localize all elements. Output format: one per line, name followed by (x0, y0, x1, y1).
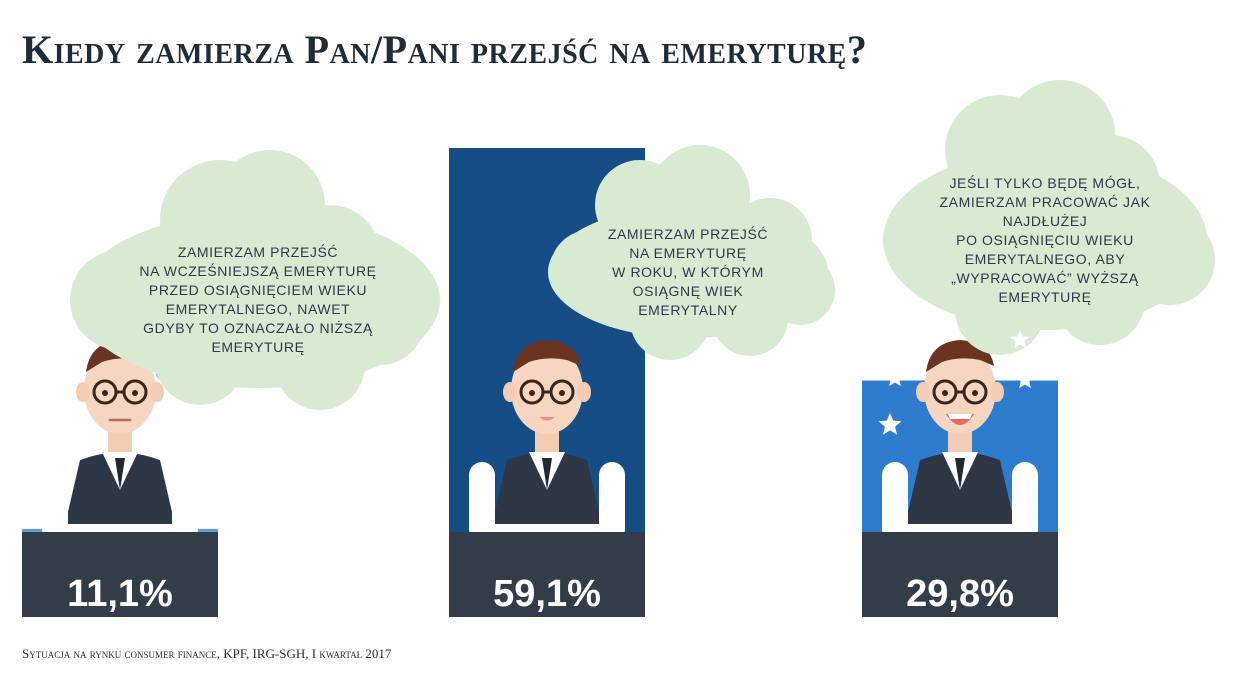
thought-bubble-2 (548, 145, 835, 360)
left-arm (42, 462, 68, 542)
value-label-2: 59,1% (493, 573, 601, 615)
right-ear (150, 382, 164, 402)
bubble-lobe (955, 265, 1045, 355)
head (511, 346, 583, 434)
bubble-line: gdyby to oznaczało niższą (143, 320, 373, 336)
star-icon (878, 413, 902, 435)
desk-2 (449, 532, 645, 617)
source-note: Sytuacja na rynku consumer finance, KPF,… (22, 646, 392, 661)
bubble-line: przed osiągnięciem wieku (148, 282, 368, 298)
bubble-line: emerytalny (638, 301, 738, 318)
bubble-line: osiągnę wiek (632, 282, 744, 299)
left-arm (882, 462, 908, 542)
bubble-text-1: zamierzam przejść na wcześniejszą emerytu… (108, 243, 408, 357)
head (84, 346, 156, 434)
bubble-line: na wcześniejszą emeryturę (139, 263, 377, 279)
teeth (948, 414, 972, 419)
bubble-line: zamierzam przejść (607, 225, 769, 242)
thought-bubble-3 (883, 80, 1215, 355)
right-arm (1012, 462, 1038, 542)
bubble-lobe (275, 320, 365, 410)
bubble-text-2: zamierzam przejść na emeryturę w roku, w k… (538, 225, 838, 320)
head (924, 346, 996, 434)
bubble-line: najdłużej (1002, 212, 1088, 229)
bubble-line: jeśli tylko będę mógł, (949, 174, 1141, 191)
star-icon (1010, 330, 1030, 349)
bubble-line: na emeryturę (629, 244, 747, 261)
right-arm (172, 462, 198, 542)
right-ear (577, 382, 591, 402)
bubble-lobe (712, 280, 788, 356)
left-arm (469, 462, 495, 542)
bubble-lobe (280, 205, 380, 305)
bubble-line: zamierzam pracować jak (939, 193, 1151, 210)
bubble-lobe (550, 230, 630, 310)
bubble-lobe (1055, 255, 1145, 345)
tie (542, 458, 552, 490)
page-title: Kiedy zamierza Pan/Pani przejść na emery… (22, 27, 868, 72)
bubble-line: emerytalnego, aby (964, 250, 1126, 267)
bubble-line: po osiągnięciu wieku (956, 231, 1134, 248)
bubble-line: „wypracować” wyższą (951, 269, 1139, 286)
star-icon (885, 368, 905, 387)
bubble-lobe (70, 250, 170, 350)
bubble-lobe (895, 185, 985, 275)
vest (902, 452, 1018, 538)
hair (513, 340, 581, 372)
eye-right (132, 390, 138, 396)
mouth-smile (539, 417, 555, 421)
bubble-line: emerytalnego, nawet (165, 301, 351, 317)
eye-left (102, 390, 108, 396)
eye-right (559, 390, 565, 396)
bubble-line: w roku, w którym (612, 263, 764, 280)
bubble-lobe (630, 280, 710, 360)
right-ear (990, 382, 1004, 402)
bubble-lobe (1060, 135, 1160, 235)
left-ear (76, 382, 90, 402)
eye-right (972, 390, 978, 396)
bubble-lobe (155, 315, 245, 405)
bar-group-3 (862, 340, 1058, 617)
bubble-text-3: jeśli tylko będę mógł, zamierzam pracować… (895, 174, 1195, 307)
bubble-line: emeryturę (998, 288, 1092, 305)
right-arm (599, 462, 625, 542)
left-ear (503, 382, 517, 402)
eye-left (942, 390, 948, 396)
bubble-line: emeryturę (211, 339, 305, 355)
value-label-1: 11,1% (67, 573, 173, 615)
bubble-lobe (1125, 215, 1215, 305)
eye-left (529, 390, 535, 396)
desk-3 (862, 532, 1058, 617)
vest (62, 452, 178, 538)
bubble-lobe (650, 145, 750, 245)
desk-1 (22, 532, 218, 617)
thought-bubble-1 (70, 150, 440, 410)
left-ear (916, 382, 930, 402)
tie (955, 458, 965, 490)
bubble-line: zamierzam przejść (177, 244, 339, 260)
vest (489, 452, 605, 538)
tie (115, 458, 125, 490)
star-icon (1015, 370, 1035, 389)
value-label-3: 29,8% (906, 573, 1014, 615)
